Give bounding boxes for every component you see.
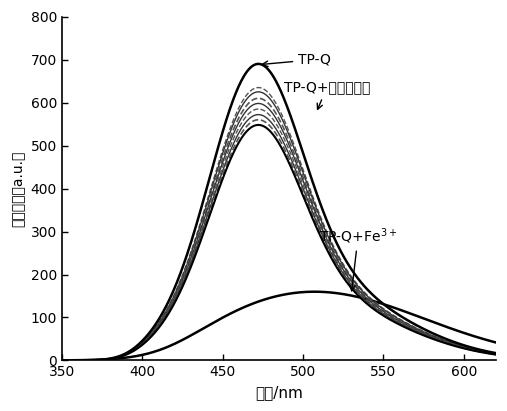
Y-axis label: 荧光强度（a.u.）: 荧光强度（a.u.） <box>11 150 25 227</box>
Text: TP-Q+其它阳离子: TP-Q+其它阳离子 <box>284 81 370 109</box>
Text: TP-Q: TP-Q <box>262 53 331 67</box>
Text: TP-Q+Fe$^{3+}$: TP-Q+Fe$^{3+}$ <box>319 226 397 291</box>
X-axis label: 波长/nm: 波长/nm <box>255 385 303 400</box>
